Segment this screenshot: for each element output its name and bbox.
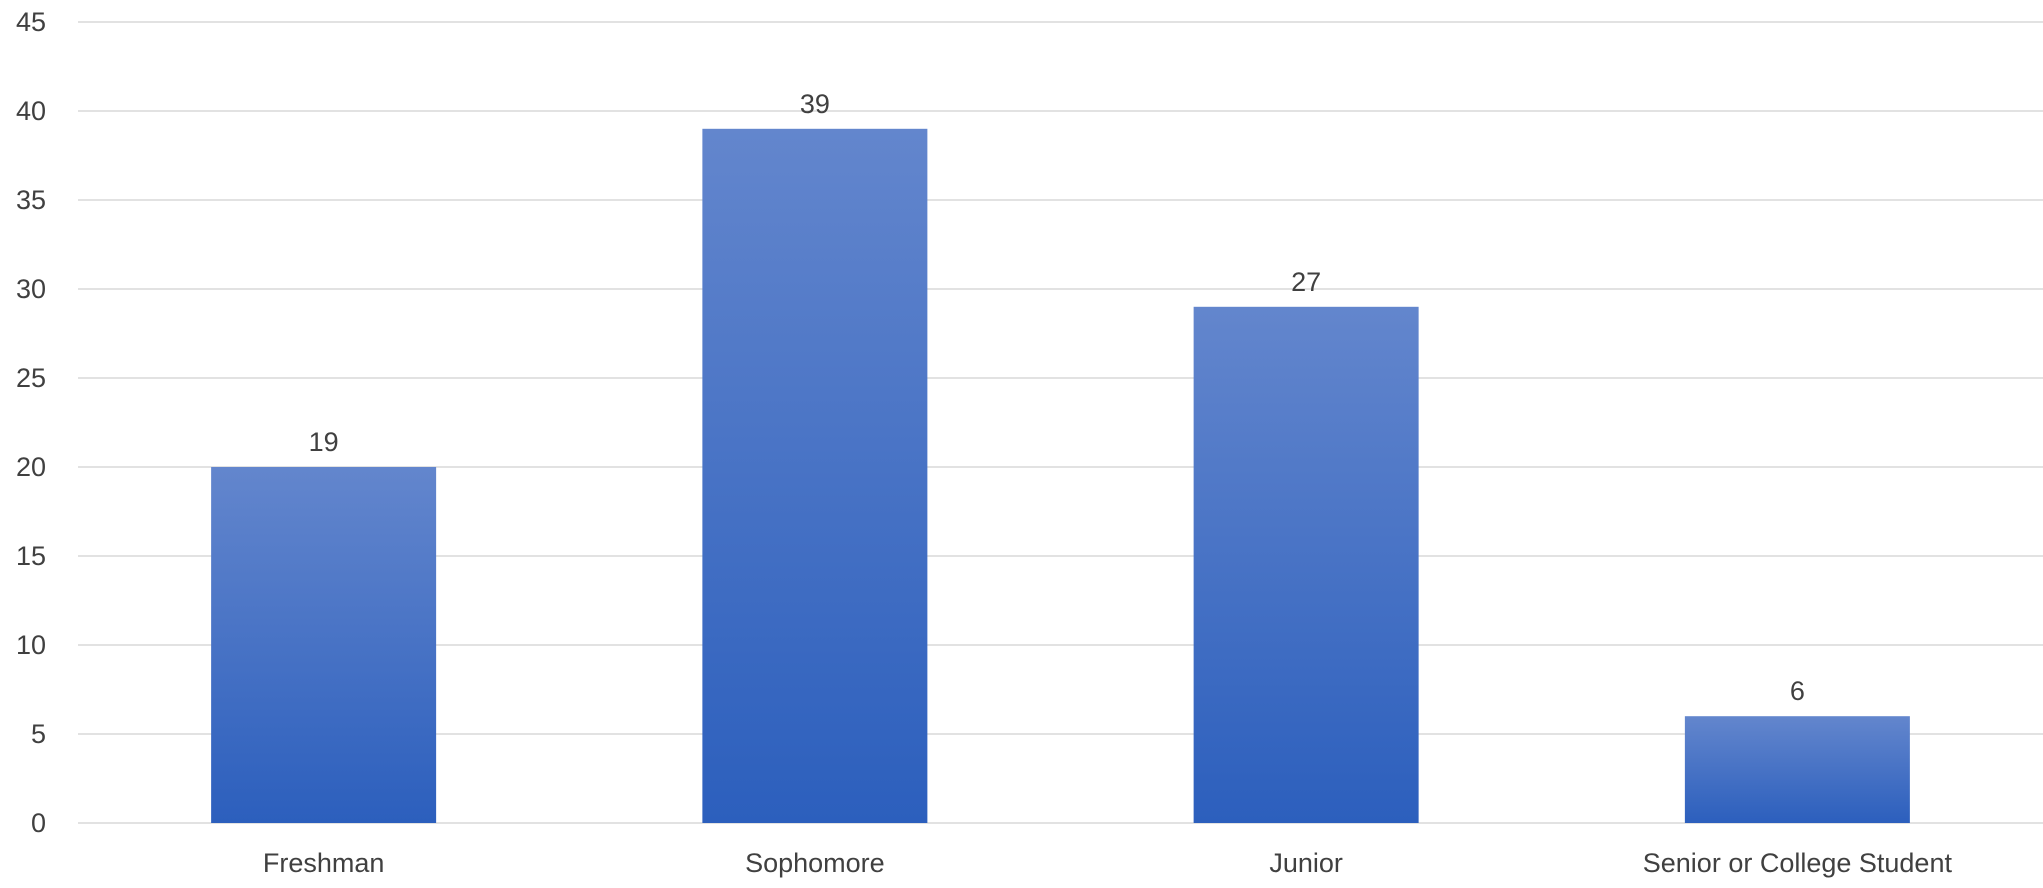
bar-data-label: 27 <box>1291 267 1321 297</box>
x-axis-tick-labels: Freshman Sophomore Junior Senior or College… <box>263 848 1953 878</box>
y-tick-label: 40 <box>16 96 46 126</box>
y-axis-tick-labels: 0 5 10 15 20 25 30 35 40 45 <box>16 7 46 838</box>
y-tick-label: 15 <box>16 541 46 571</box>
y-tick-label: 20 <box>16 452 46 482</box>
y-tick-label: 0 <box>31 808 46 838</box>
x-tick-label: Junior <box>1269 848 1343 878</box>
y-tick-label: 45 <box>16 7 46 37</box>
x-tick-label: Freshman <box>263 848 385 878</box>
bar <box>1193 306 1419 823</box>
y-tick-label: 25 <box>16 363 46 393</box>
bar-data-label: 39 <box>800 89 830 119</box>
y-tick-label: 5 <box>31 719 46 749</box>
bar-data-label: 6 <box>1790 676 1805 706</box>
y-tick-label: 30 <box>16 274 46 304</box>
bars <box>211 128 1910 824</box>
x-tick-label: Sophomore <box>745 848 885 878</box>
y-tick-label: 10 <box>16 630 46 660</box>
data-labels: 19 39 27 6 <box>309 89 1805 706</box>
y-tick-label: 35 <box>16 185 46 215</box>
bar <box>1684 716 1910 823</box>
bar <box>702 128 928 824</box>
bar <box>211 467 437 823</box>
x-tick-label: Senior or College Student <box>1643 848 1953 878</box>
bar-data-label: 19 <box>309 427 339 457</box>
